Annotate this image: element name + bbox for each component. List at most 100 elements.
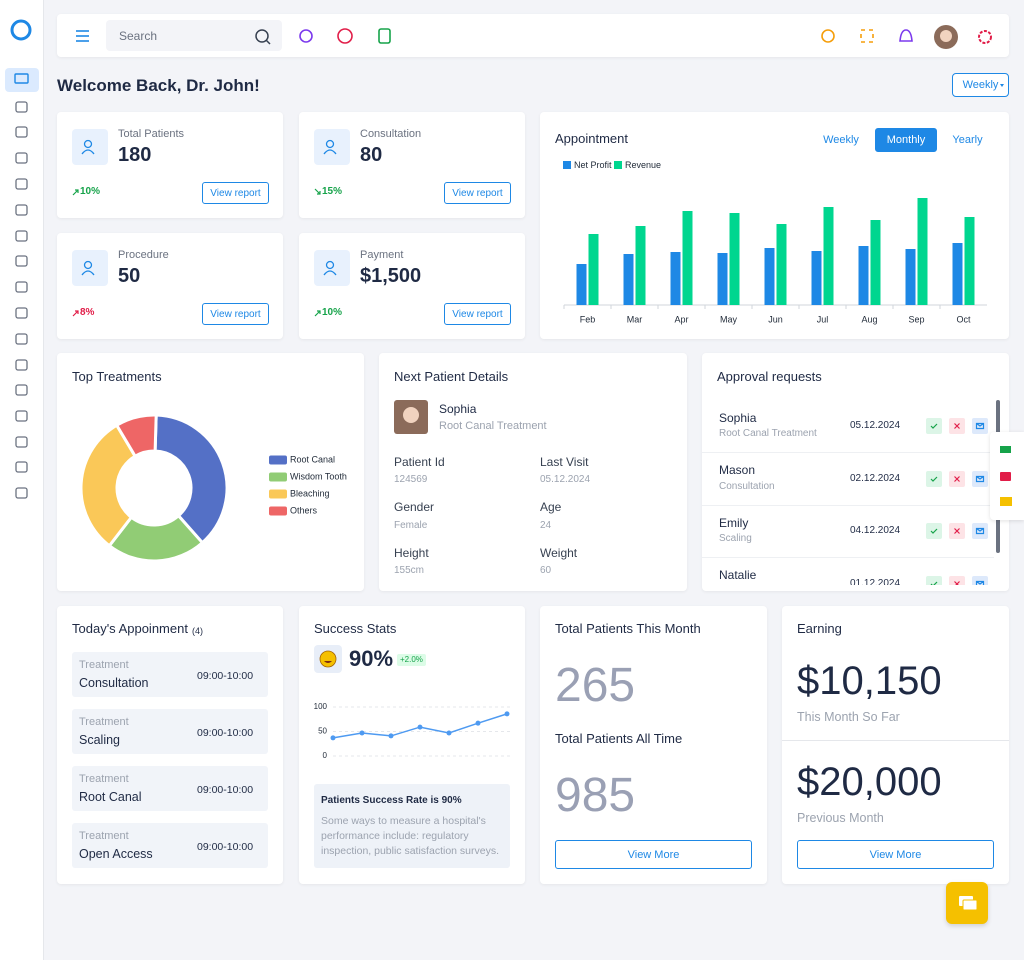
reject-button[interactable]: [949, 575, 965, 585]
button-icon: [954, 580, 960, 585]
search-box[interactable]: [106, 20, 282, 51]
card-title: Next Patient Details: [394, 369, 509, 385]
earning-card: [782, 606, 1009, 884]
earning-previous: $20,000: [797, 760, 942, 804]
reject-button[interactable]: [949, 523, 965, 539]
button-icon: [954, 475, 960, 482]
requester-treatment: Consultation: [719, 480, 775, 492]
appointment-item: [72, 823, 268, 868]
field-label: Gender: [394, 500, 435, 515]
button-icon: [930, 528, 938, 534]
request-date: 02.12.2024: [850, 472, 901, 484]
button-icon: [930, 423, 938, 429]
stat-icon-box: [314, 250, 350, 286]
earning-caption: Previous Month: [797, 810, 884, 825]
patients-month-card: [540, 606, 767, 884]
patient-treatment: Root Canal Treatment: [439, 420, 547, 433]
item-label: Treatment: [79, 659, 129, 672]
item-label: Treatment: [79, 716, 129, 729]
requester-name: Natalie: [719, 568, 757, 583]
message-button[interactable]: [972, 470, 988, 487]
icon-path: [930, 581, 938, 585]
item-label: Treatment: [79, 830, 129, 843]
total-value: 985: [555, 769, 636, 823]
approval-row: [702, 505, 994, 558]
field-value: 155cm: [394, 565, 425, 576]
chart-title: Appointment: [555, 131, 628, 147]
icon-path: [975, 580, 985, 585]
stat-value: 80: [360, 144, 383, 166]
item-time: 09:00-10:00: [197, 669, 254, 682]
icon-path: [930, 423, 938, 429]
appointment-item: [72, 766, 268, 811]
chart-title: Top Treatments: [72, 369, 162, 385]
field-label: Last Visit: [540, 454, 589, 469]
approval-row: [702, 453, 994, 506]
view-report-button[interactable]: View report: [202, 303, 269, 325]
item-name: Root Canal: [79, 789, 142, 804]
side-panel: [990, 432, 1024, 520]
message-button[interactable]: [972, 418, 988, 434]
approve-button[interactable]: [926, 523, 942, 539]
search-placeholder: Search: [119, 28, 158, 43]
treatments-card: [57, 353, 364, 591]
chart-tab[interactable]: Yearly: [940, 128, 995, 152]
item-time: 09:00-10:00: [197, 783, 254, 796]
card-title: Today's Appoinment: [72, 621, 188, 637]
item-time: 09:00-10:00: [197, 840, 254, 853]
field-label: Patient Id: [394, 454, 445, 469]
field-label: Weight: [540, 545, 578, 560]
button-icon: [975, 475, 985, 482]
stat-label: Consultation: [360, 128, 422, 141]
stat-label: Payment: [360, 249, 404, 262]
button-icon: [930, 581, 938, 585]
view-more-button[interactable]: View More: [797, 840, 994, 869]
approve-button[interactable]: [926, 418, 942, 434]
note-box: [314, 784, 510, 868]
field-value: 124569: [394, 474, 428, 485]
icon-path: [954, 475, 960, 482]
view-more-button[interactable]: View More: [555, 840, 752, 869]
next-patient-card: [379, 353, 687, 591]
field-value: Female: [394, 519, 428, 531]
icon-path: [954, 528, 960, 534]
appointment-count: (4): [192, 625, 203, 636]
divider: [782, 740, 1009, 741]
stat-value: 50: [118, 265, 141, 287]
approve-button[interactable]: [926, 470, 942, 487]
item-time: 09:00-10:00: [197, 726, 254, 739]
approve-button[interactable]: [926, 575, 942, 585]
view-report-button[interactable]: View report: [444, 303, 511, 325]
patient-name: Sophia: [439, 401, 477, 416]
chat-fab[interactable]: [946, 882, 988, 924]
note-title: Patients Success Rate is 90%: [321, 795, 462, 806]
chart-tab[interactable]: Weekly: [810, 128, 872, 152]
request-date: 04.12.2024: [850, 525, 901, 536]
sidebar: [0, 0, 44, 960]
stat-change: 10%: [80, 186, 101, 197]
note-text: Some ways to measure a hospital's perfor…: [321, 815, 500, 857]
stat-icon-box: [72, 129, 108, 165]
field-value: 24: [540, 519, 552, 531]
earning-caption: This Month So Far: [797, 709, 900, 724]
stat-icon-box: [314, 129, 350, 165]
request-date: 01.12.2024: [850, 577, 901, 586]
requester-name: Mason: [719, 463, 756, 478]
field-value: 60: [540, 565, 552, 576]
card-title: Total Patients This Month: [555, 621, 701, 637]
chart-tab[interactable]: Monthly: [875, 128, 937, 152]
message-button[interactable]: [972, 523, 988, 539]
message-button[interactable]: [972, 575, 988, 585]
field-value: 05.12.2024: [540, 474, 591, 485]
icon-path: [954, 580, 960, 585]
item-name: Open Access: [79, 846, 153, 861]
appointment-item: [72, 709, 268, 754]
month-value: 265: [555, 659, 636, 713]
period-button[interactable]: Weekly: [952, 73, 1009, 97]
reject-button[interactable]: [949, 470, 965, 487]
view-report-button[interactable]: View report: [202, 182, 269, 204]
view-report-button[interactable]: View report: [444, 182, 511, 204]
reject-button[interactable]: [949, 418, 965, 434]
stat-change: 10%: [322, 307, 343, 318]
welcome-title: Welcome Back, Dr. John!: [57, 75, 260, 95]
